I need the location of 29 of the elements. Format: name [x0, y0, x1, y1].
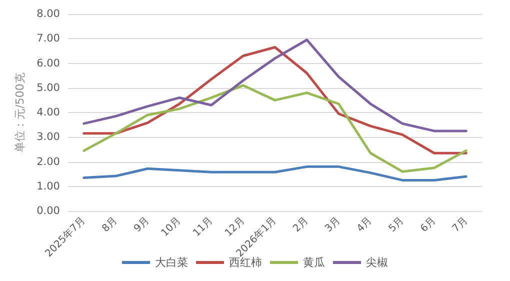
x-tick-label: 5月	[386, 215, 406, 234]
y-tick-label: 7.00	[36, 32, 60, 45]
y-tick-label: 6.00	[36, 57, 60, 70]
line-series	[82, 165, 468, 182]
x-tick-label: 2月	[291, 215, 311, 234]
x-tick-label: 12月	[223, 215, 248, 239]
line-series	[82, 38, 468, 132]
x-tick-label: 7月	[450, 215, 470, 234]
y-tick-label: 0.00	[36, 205, 60, 217]
y-tick-label: 8.00	[36, 8, 60, 20]
y-tick-label: 4.00	[36, 106, 60, 118]
x-tick-label: 9月	[132, 215, 152, 234]
legend-label: 尖椒	[366, 256, 388, 269]
x-tick-label: 3月	[323, 215, 343, 234]
x-tick-label: 11月	[191, 215, 216, 239]
y-axis-title: 单位：元/500克	[14, 72, 27, 152]
line-series	[82, 84, 468, 173]
y-tick-label: 1.00	[36, 180, 60, 192]
x-tick-label: 6月	[418, 215, 438, 234]
line-series	[82, 46, 468, 154]
y-tick-label: 2.00	[36, 156, 60, 168]
x-tick-label: 10月	[160, 215, 184, 239]
y-tick-label: 3.00	[36, 131, 60, 144]
y-tick-label: 5.00	[36, 82, 60, 94]
legend-label: 大白菜	[155, 256, 188, 269]
legend-label: 西红柿	[229, 256, 262, 269]
legend-label: 黄瓜	[303, 256, 325, 269]
x-tick-label: 4月	[355, 215, 374, 234]
x-tick-label: 8月	[100, 215, 120, 234]
